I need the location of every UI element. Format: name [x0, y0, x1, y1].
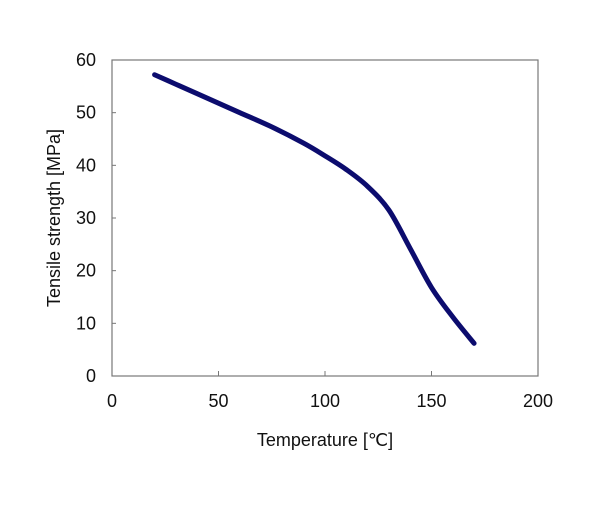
series-line [152, 72, 477, 346]
x-tick-label: 100 [310, 391, 340, 411]
y-tick-label: 10 [76, 313, 96, 333]
y-tick-label: 50 [76, 103, 96, 123]
y-tick-label: 20 [76, 261, 96, 281]
y-tick-label: 40 [76, 155, 96, 175]
y-axis-label: Tensile strength [MPa] [44, 129, 64, 307]
x-axis-label: Temperature [℃] [257, 430, 393, 450]
y-tick-label: 30 [76, 208, 96, 228]
x-tick-label: 150 [416, 391, 446, 411]
y-tick-label: 0 [86, 366, 96, 386]
x-tick-label: 200 [523, 391, 553, 411]
y-tick-label: 60 [76, 50, 96, 70]
x-tick-label: 50 [208, 391, 228, 411]
x-tick-label: 0 [107, 391, 117, 411]
plot-frame [111, 59, 539, 377]
